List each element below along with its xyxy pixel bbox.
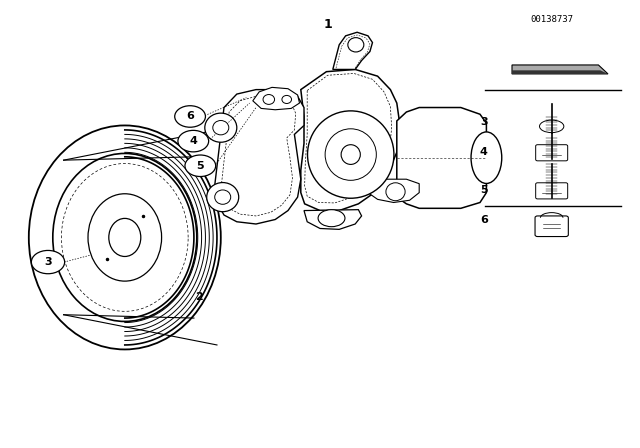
Text: 5: 5 [196, 161, 204, 171]
FancyBboxPatch shape [536, 183, 568, 199]
Ellipse shape [88, 194, 162, 281]
FancyBboxPatch shape [535, 216, 568, 237]
Text: 6: 6 [480, 215, 488, 224]
Ellipse shape [386, 183, 405, 201]
Circle shape [185, 155, 216, 177]
Ellipse shape [325, 129, 376, 180]
Ellipse shape [207, 183, 239, 212]
Text: 6: 6 [186, 112, 194, 121]
Text: 3: 3 [480, 117, 488, 127]
Circle shape [31, 250, 65, 274]
Polygon shape [304, 210, 362, 229]
Ellipse shape [540, 120, 564, 133]
Polygon shape [253, 87, 300, 110]
Text: 4: 4 [189, 136, 197, 146]
Ellipse shape [471, 132, 502, 184]
Ellipse shape [308, 111, 394, 198]
Text: 5: 5 [480, 185, 488, 194]
Polygon shape [397, 108, 486, 208]
Text: 1: 1 [323, 18, 332, 31]
Circle shape [175, 106, 205, 127]
Text: 00138737: 00138737 [530, 15, 573, 24]
Text: 3: 3 [44, 257, 52, 267]
Polygon shape [512, 65, 608, 74]
Polygon shape [512, 70, 608, 74]
Ellipse shape [282, 95, 292, 103]
Ellipse shape [212, 121, 229, 135]
Polygon shape [333, 32, 372, 69]
Polygon shape [214, 90, 304, 224]
Text: 2: 2 [195, 292, 203, 302]
Text: 4: 4 [480, 147, 488, 157]
Polygon shape [301, 69, 400, 211]
Ellipse shape [348, 38, 364, 52]
Ellipse shape [318, 210, 345, 227]
Ellipse shape [109, 219, 141, 256]
Polygon shape [368, 179, 419, 202]
FancyBboxPatch shape [536, 145, 568, 161]
Ellipse shape [53, 153, 197, 322]
Ellipse shape [214, 190, 231, 204]
Ellipse shape [263, 95, 275, 104]
Ellipse shape [205, 113, 237, 142]
Circle shape [178, 130, 209, 152]
Ellipse shape [341, 145, 360, 164]
